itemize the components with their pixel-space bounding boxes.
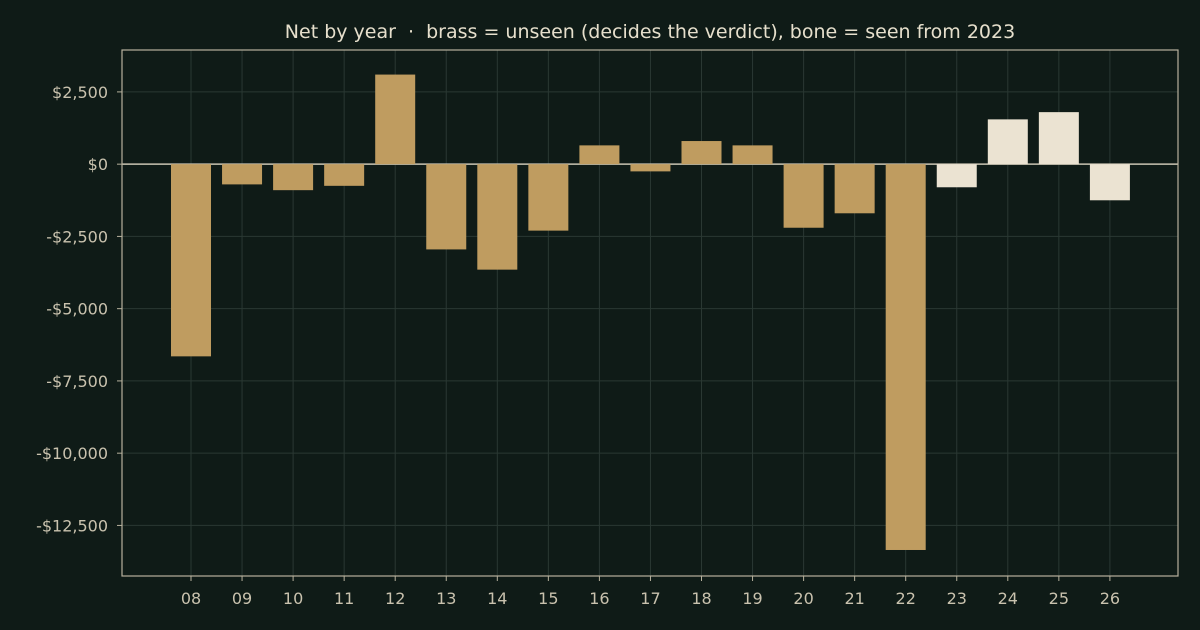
bar-26 <box>1089 164 1130 201</box>
x-tick-label: 25 <box>1049 589 1069 608</box>
bar-15 <box>528 164 569 231</box>
x-tick-label: 17 <box>640 589 660 608</box>
bars <box>171 74 1130 550</box>
bar-24 <box>987 119 1028 165</box>
x-tick-label: 21 <box>844 589 864 608</box>
bar-23 <box>936 164 977 188</box>
bar-14 <box>477 164 518 270</box>
x-tick-label: 12 <box>385 589 405 608</box>
bar-09 <box>222 164 263 185</box>
x-tick-label: 09 <box>232 589 252 608</box>
x-tick-label: 22 <box>896 589 916 608</box>
x-tick-label: 16 <box>589 589 609 608</box>
x-tick-label: 11 <box>334 589 354 608</box>
x-tick-label: 18 <box>691 589 711 608</box>
y-axis-ticks: $2,500 $0 -$2,500 -$5,000 -$7,500 -$10,000 -$1… <box>36 83 122 535</box>
y-tick-label: -$2,500 <box>46 227 108 246</box>
x-tick-label: 23 <box>947 589 967 608</box>
grid-lines <box>122 50 1178 576</box>
bar-21 <box>834 164 875 214</box>
x-tick-label: 10 <box>283 589 303 608</box>
bar-17 <box>630 164 671 172</box>
x-tick-label: 19 <box>742 589 762 608</box>
bar-18 <box>681 141 722 165</box>
y-tick-label: -$12,500 <box>36 516 108 535</box>
bar-10 <box>273 164 314 191</box>
bar-20 <box>783 164 824 228</box>
x-tick-label: 08 <box>181 589 201 608</box>
bar-22 <box>885 164 926 550</box>
x-tick-label: 14 <box>487 589 507 608</box>
x-tick-label: 15 <box>538 589 558 608</box>
x-tick-label: 24 <box>998 589 1018 608</box>
bar-16 <box>579 145 620 165</box>
x-tick-label: 13 <box>436 589 456 608</box>
y-tick-label: -$10,000 <box>36 444 108 463</box>
bar-11 <box>324 164 365 186</box>
x-axis-ticks: 08 09 10 11 12 13 14 15 16 17 18 19 20 21 22 23 24 25 26 <box>181 576 1120 608</box>
y-tick-label: $2,500 <box>52 83 108 102</box>
bar-25 <box>1038 112 1079 165</box>
y-tick-label: -$5,000 <box>46 300 108 319</box>
x-tick-label: 26 <box>1100 589 1120 608</box>
x-tick-label: 20 <box>793 589 813 608</box>
chart-title: Net by year · brass = unseen (decides th… <box>285 21 1015 43</box>
bar-12 <box>375 74 416 165</box>
bar-13 <box>426 164 467 250</box>
y-tick-label: $0 <box>88 155 108 174</box>
y-tick-label: -$7,500 <box>46 372 108 391</box>
bar-19 <box>732 145 773 165</box>
bar-08 <box>171 164 211 357</box>
